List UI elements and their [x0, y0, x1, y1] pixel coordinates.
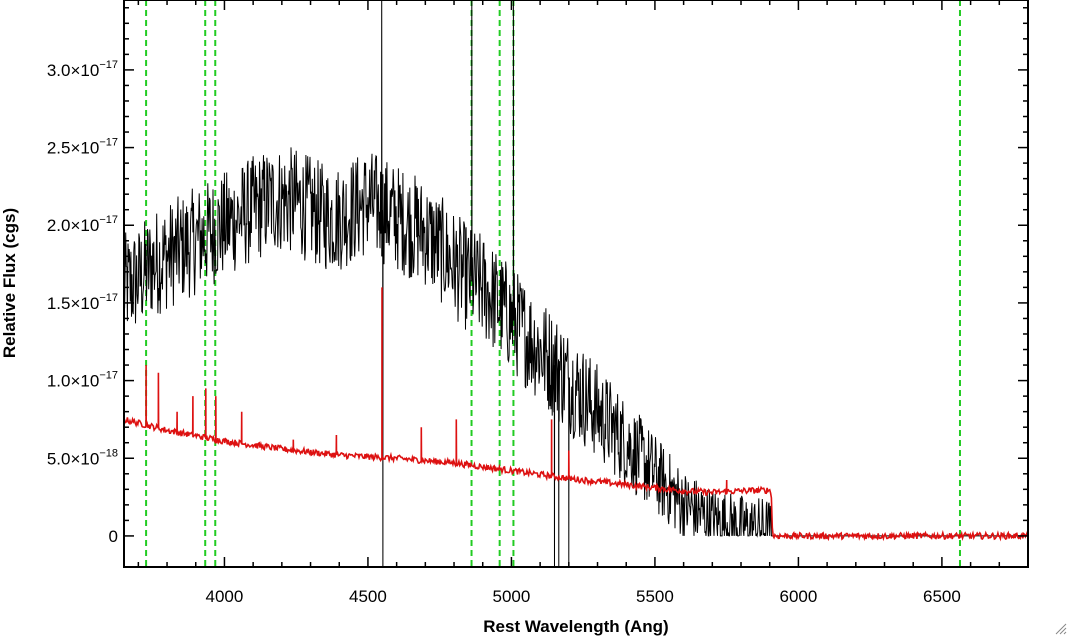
x-tick-label: 4000 [206, 587, 244, 606]
y-tick-label: 2.0×10−17 [47, 214, 118, 235]
x-tick-label: 6500 [923, 587, 961, 606]
error-series [124, 287, 1028, 542]
y-tick-label: 3.0×10−17 [47, 59, 118, 80]
plot-frame [123, 0, 1029, 568]
x-tick-label: 6000 [779, 587, 817, 606]
y-axis-title: Relative Flux (cgs) [0, 208, 19, 358]
spectrum-line [124, 0, 1028, 567]
x-tick-label: 5500 [636, 587, 674, 606]
spectrum-series [124, 0, 1028, 567]
resize-grip-icon[interactable] [1053, 621, 1067, 635]
axis-ticks [124, 0, 1029, 567]
emission-line-markers [145, 0, 961, 567]
y-tick-label: 5.0×10−18 [47, 447, 118, 468]
y-tick-label: 0 [109, 527, 118, 546]
x-tick-label: 4500 [349, 587, 387, 606]
y-tick-labels: 0 5.0×10−18 1.0×10−17 1.5×10−17 2.0×10−17 2.5… [47, 59, 118, 546]
x-axis-title: Rest Wavelength (Ang) [483, 617, 668, 636]
x-tick-labels: 4000 4500 5000 5500 6000 6500 [206, 587, 961, 606]
error-line [124, 287, 1028, 542]
y-tick-label: 1.0×10−17 [47, 370, 118, 391]
x-tick-label: 5000 [493, 587, 531, 606]
y-tick-label: 2.5×10−17 [47, 137, 118, 158]
y-tick-label: 1.5×10−17 [47, 292, 118, 313]
